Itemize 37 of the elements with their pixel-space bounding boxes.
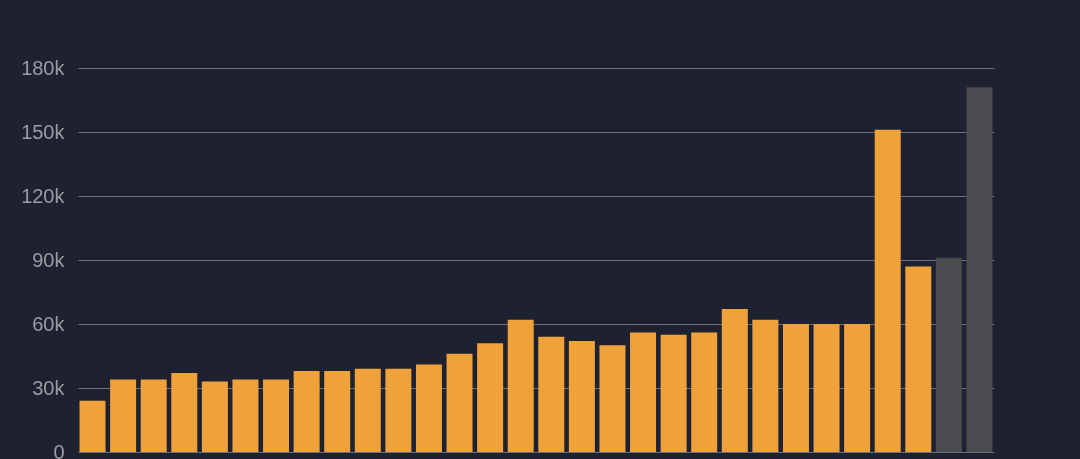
bar <box>446 353 473 452</box>
bar <box>844 324 871 452</box>
bar <box>630 332 657 452</box>
y-tick-label: 150k <box>21 120 66 143</box>
bar <box>966 87 993 452</box>
y-tick-label: 180k <box>21 56 66 79</box>
bar <box>691 332 718 452</box>
bar <box>935 257 962 452</box>
y-tick-label: 0 <box>53 440 65 459</box>
bar <box>79 400 106 452</box>
bar <box>477 343 504 452</box>
bar <box>568 341 595 452</box>
y-tick-label: 30k <box>32 376 66 399</box>
bar <box>721 309 748 452</box>
bar <box>263 379 290 452</box>
bar <box>752 319 779 452</box>
bar <box>538 336 565 452</box>
bar <box>507 319 534 452</box>
bar <box>293 370 320 452</box>
bar <box>140 379 167 452</box>
bar <box>599 345 626 452</box>
bar <box>201 381 228 452</box>
bar <box>905 266 932 452</box>
y-tick-label: 60k <box>32 312 66 335</box>
y-tick-label: 90k <box>32 248 66 271</box>
bar <box>110 379 137 452</box>
bar <box>874 129 901 452</box>
bar <box>171 373 198 452</box>
bar <box>782 324 809 452</box>
y-tick-label: 120k <box>21 184 66 207</box>
bar <box>660 334 687 452</box>
bar <box>324 370 351 452</box>
bar <box>232 379 259 452</box>
bar <box>354 368 381 452</box>
bar <box>415 364 442 452</box>
bar <box>385 368 412 452</box>
bar <box>813 324 840 452</box>
